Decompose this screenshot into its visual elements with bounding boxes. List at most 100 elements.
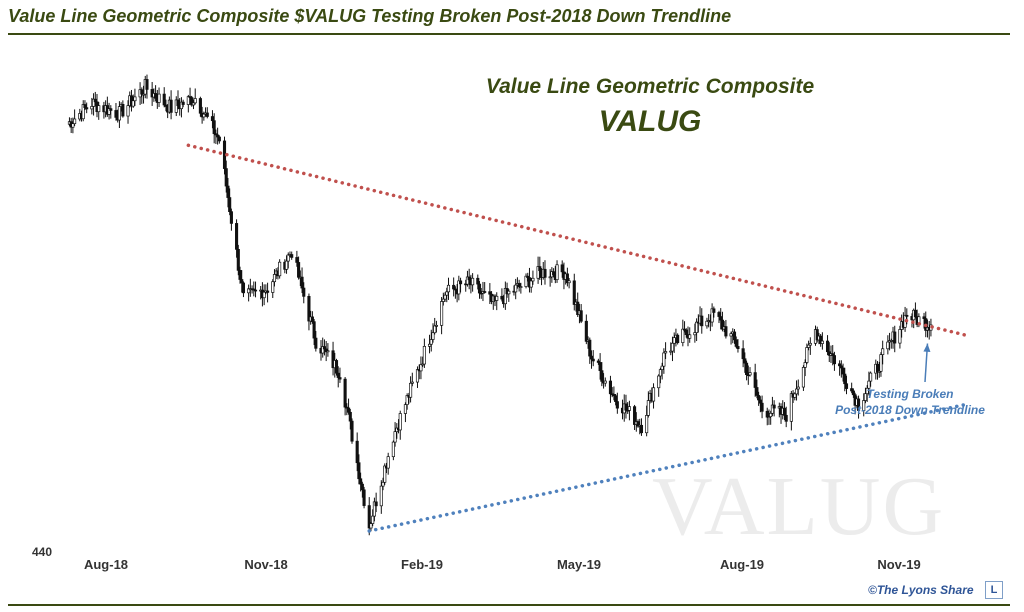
candle-up — [429, 339, 433, 345]
candle-down — [600, 370, 604, 382]
x-tick-label: May-19 — [556, 557, 602, 572]
candle-down — [857, 398, 861, 411]
candle-down — [719, 316, 723, 321]
header-divider — [8, 33, 1010, 35]
chart-title: Value Line Geometric Composite — [485, 75, 815, 98]
candle-down — [615, 401, 619, 409]
candle-up — [688, 334, 692, 339]
candle-down — [176, 99, 180, 107]
candle-up — [769, 412, 773, 418]
candle-down — [216, 134, 220, 138]
candle-up — [748, 372, 752, 376]
candle-down — [362, 489, 366, 506]
watermark-text: VALUG — [652, 460, 946, 553]
candle-down — [467, 276, 471, 281]
candle-up — [651, 387, 656, 402]
candle-up — [770, 404, 774, 414]
candle-up — [524, 275, 528, 287]
candle-down — [538, 266, 542, 272]
candle-up — [548, 276, 552, 279]
candle-down — [295, 257, 299, 263]
candle-up — [90, 106, 94, 110]
candle-down — [543, 268, 547, 278]
candle-up — [398, 413, 402, 431]
candle-up — [81, 104, 85, 120]
candle-up — [383, 465, 387, 483]
candle-down — [717, 312, 721, 317]
candle-up — [555, 264, 559, 281]
candle-down — [336, 372, 340, 378]
candle-up — [645, 415, 649, 434]
candle-up — [898, 329, 902, 344]
candle-down — [589, 355, 594, 360]
candle-up — [419, 364, 423, 372]
candle-up — [531, 277, 535, 282]
candle-down — [331, 350, 335, 369]
candle-down — [832, 355, 836, 365]
candle-down — [477, 283, 482, 294]
candle-down — [684, 329, 688, 335]
candle-down — [741, 348, 745, 360]
candle-down — [322, 346, 326, 350]
candle-up — [794, 388, 799, 395]
candle-up — [179, 101, 183, 110]
candle-down — [357, 462, 361, 480]
candle-down — [922, 316, 926, 319]
candle-down — [815, 329, 819, 341]
candle-down — [784, 414, 788, 422]
x-tick-label: Aug-18 — [83, 557, 129, 572]
candle-up — [660, 365, 664, 370]
candle-down — [572, 280, 576, 305]
candle-up — [879, 354, 883, 372]
candle-down — [347, 407, 351, 413]
candle-up — [805, 347, 809, 363]
candle-up — [141, 93, 146, 96]
candle-up — [433, 325, 437, 334]
candle-up — [441, 298, 445, 302]
candle-up — [867, 380, 871, 389]
candle-up — [567, 280, 571, 284]
candle-down — [459, 280, 463, 285]
candle-up — [865, 387, 869, 395]
candle-down — [843, 373, 847, 385]
candle-down — [819, 335, 823, 344]
candle-up — [278, 261, 282, 277]
candle-up — [886, 341, 890, 350]
chart-inner-title: Value Line Geometric Composite VALUG — [450, 74, 850, 140]
candle-down — [552, 271, 556, 276]
y-tick-label: 440 — [32, 545, 53, 559]
candle-down — [228, 197, 232, 213]
candle-down — [850, 388, 854, 392]
candle-down — [614, 395, 618, 402]
candle-up — [133, 96, 137, 102]
x-tick-label: Aug-19 — [719, 557, 765, 572]
candle-down — [324, 348, 328, 353]
candle-down — [760, 402, 764, 412]
candle-up — [440, 301, 444, 326]
up-trendline — [367, 402, 969, 533]
candle-down — [576, 301, 580, 315]
candle-down — [608, 380, 613, 395]
candle-up — [507, 290, 511, 295]
candle-down — [841, 367, 845, 375]
candle-down — [560, 264, 564, 273]
candle-down — [162, 93, 166, 106]
candle-up — [796, 386, 800, 390]
candle-up — [446, 284, 451, 293]
chart-header: Value Line Geometric Composite $VALUG Te… — [0, 0, 1024, 36]
candle-up — [705, 320, 709, 327]
candle-up — [471, 277, 475, 286]
candle-up — [877, 370, 881, 373]
candle-down — [639, 424, 644, 434]
candle-down — [109, 108, 113, 111]
candle-up — [117, 106, 121, 121]
candle-down — [782, 407, 787, 416]
candle-up — [107, 108, 111, 115]
candle-down — [913, 309, 917, 317]
candle-down — [488, 291, 492, 295]
candle-up — [881, 348, 885, 355]
candle-down — [121, 103, 125, 117]
candle-up — [73, 118, 77, 125]
candle-down — [743, 358, 747, 364]
